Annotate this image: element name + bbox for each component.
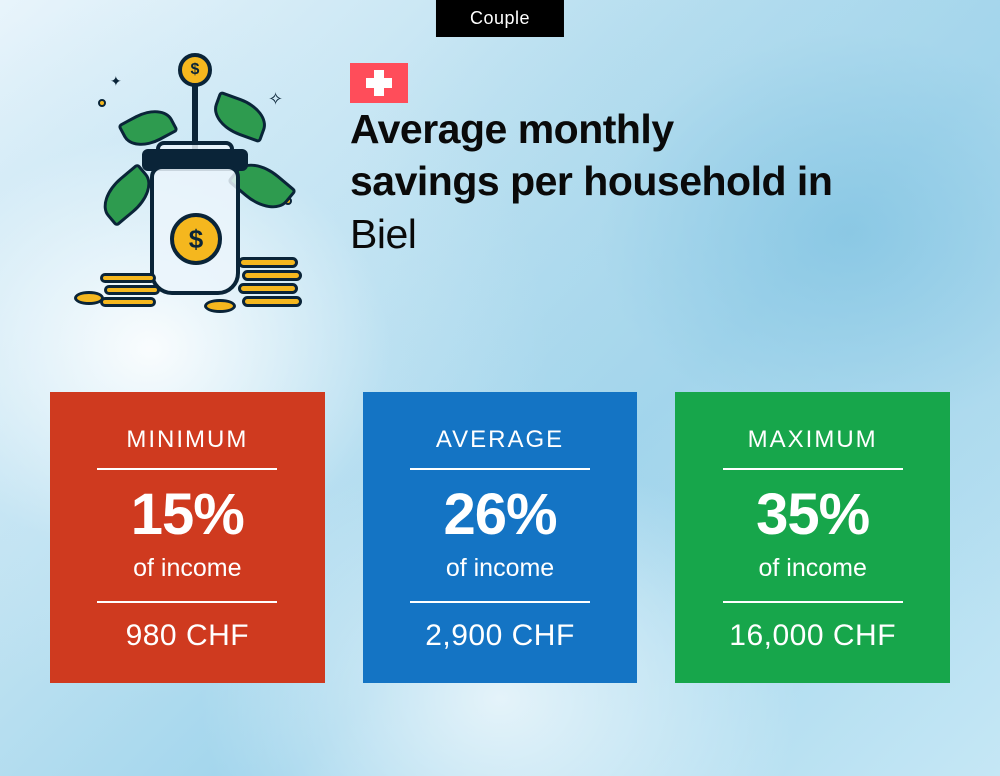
category-tag: Couple: [436, 0, 564, 37]
card-label: MINIMUM: [126, 426, 248, 454]
coin-stack-icon: [242, 296, 302, 307]
stat-cards: MINIMUM 15% of income 980 CHF AVERAGE 26…: [50, 392, 950, 683]
title-block: Average monthly savings per household in…: [350, 55, 970, 260]
title-line: savings per household in: [350, 158, 832, 204]
card-amount: 16,000 CHF: [729, 619, 896, 653]
title-line: Average monthly: [350, 106, 674, 152]
leaf-icon: [208, 91, 273, 144]
coin-stack-icon: [242, 270, 302, 281]
card-amount: 980 CHF: [126, 619, 250, 653]
divider: [723, 601, 903, 603]
dot-icon: [98, 99, 106, 107]
card-percent: 35%: [756, 486, 869, 544]
coin-icon: [74, 291, 104, 305]
header-row: ✦ ✧ $ $ Average monthly sav: [70, 55, 970, 315]
card-sub: of income: [758, 554, 866, 583]
divider: [410, 468, 590, 470]
coin-stack-icon: [238, 283, 298, 294]
divider: [97, 601, 277, 603]
card-sub: of income: [446, 554, 554, 583]
divider: [97, 468, 277, 470]
stat-card-average: AVERAGE 26% of income 2,900 CHF: [363, 392, 638, 683]
coin-icon: $: [170, 213, 222, 265]
card-sub: of income: [133, 554, 241, 583]
card-percent: 26%: [443, 486, 556, 544]
divider: [723, 468, 903, 470]
stat-card-minimum: MINIMUM 15% of income 980 CHF: [50, 392, 325, 683]
card-label: AVERAGE: [436, 426, 564, 454]
savings-illustration: ✦ ✧ $ $: [70, 55, 310, 315]
title-city: Biel: [350, 211, 416, 257]
coin-icon: [204, 299, 236, 313]
coin-icon: $: [178, 53, 212, 87]
coin-stack-icon: [100, 273, 156, 283]
swiss-flag-icon: [350, 63, 408, 103]
coin-stack-icon: [104, 285, 160, 295]
coin-stack-icon: [238, 257, 298, 268]
card-percent: 15%: [131, 486, 244, 544]
card-label: MAXIMUM: [748, 426, 878, 454]
stat-card-maximum: MAXIMUM 35% of income 16,000 CHF: [675, 392, 950, 683]
coin-stack-icon: [100, 297, 156, 307]
card-amount: 2,900 CHF: [425, 619, 575, 653]
page-title: Average monthly savings per household in…: [350, 103, 970, 260]
divider: [410, 601, 590, 603]
sparkle-icon: ✧: [268, 89, 283, 110]
sparkle-icon: ✦: [110, 73, 122, 90]
